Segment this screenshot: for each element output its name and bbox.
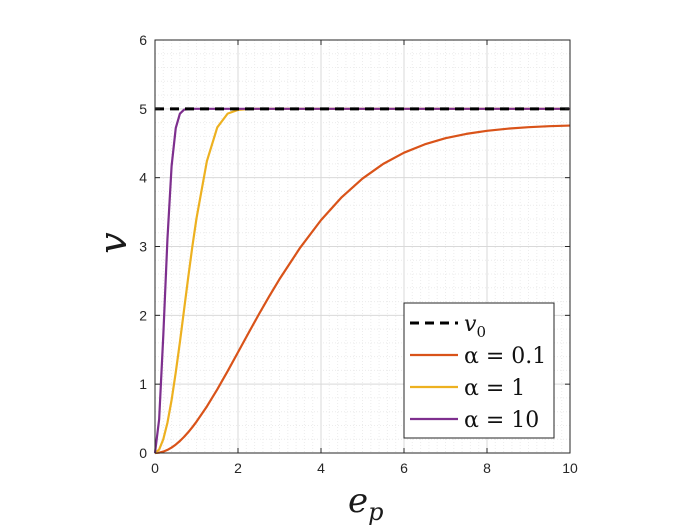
x-tick-label: 0 bbox=[151, 460, 159, 476]
axis-ticks: 0 2 4 6 8 10 0 1 2 3 4 5 6 bbox=[139, 32, 578, 476]
series-line-1 bbox=[154, 124, 571, 455]
legend: v0 α = 0.1 α = 1 α = 10 bbox=[403, 302, 555, 439]
legend-label-main: α = 10 bbox=[464, 408, 539, 433]
legend-label-3: α = 10 bbox=[464, 408, 539, 433]
x-tick-label: 8 bbox=[483, 460, 491, 476]
series-layer bbox=[153, 107, 571, 455]
legend-box bbox=[403, 302, 555, 439]
y-tick-label: 3 bbox=[139, 239, 147, 255]
y-tick-label: 5 bbox=[139, 101, 147, 117]
legend-label-0: v0 bbox=[464, 312, 486, 341]
legend-label-main: α = 0.1 bbox=[464, 344, 546, 369]
legend-label-main: v bbox=[464, 312, 477, 337]
y-tick-label: 4 bbox=[139, 170, 147, 186]
legend-label-subscript: 0 bbox=[476, 323, 486, 341]
y-axis-label: v bbox=[91, 232, 135, 254]
x-axis-label: ep bbox=[348, 481, 384, 525]
legend-label-main: α = 1 bbox=[464, 376, 525, 401]
x-tick-label: 6 bbox=[400, 460, 408, 476]
y-tick-label: 2 bbox=[139, 307, 147, 323]
x-axis-label-subscript: p bbox=[368, 498, 383, 525]
y-tick-label: 6 bbox=[139, 32, 147, 48]
x-tick-label: 2 bbox=[234, 460, 242, 476]
x-tick-label: 4 bbox=[317, 460, 325, 476]
legend-label-2: α = 1 bbox=[464, 376, 525, 401]
x-tick-label: 10 bbox=[562, 460, 578, 476]
legend-label-1: α = 0.1 bbox=[464, 344, 546, 369]
y-tick-label: 1 bbox=[139, 376, 147, 392]
x-axis-label-main: e bbox=[348, 481, 368, 521]
y-tick-label: 0 bbox=[139, 445, 147, 461]
